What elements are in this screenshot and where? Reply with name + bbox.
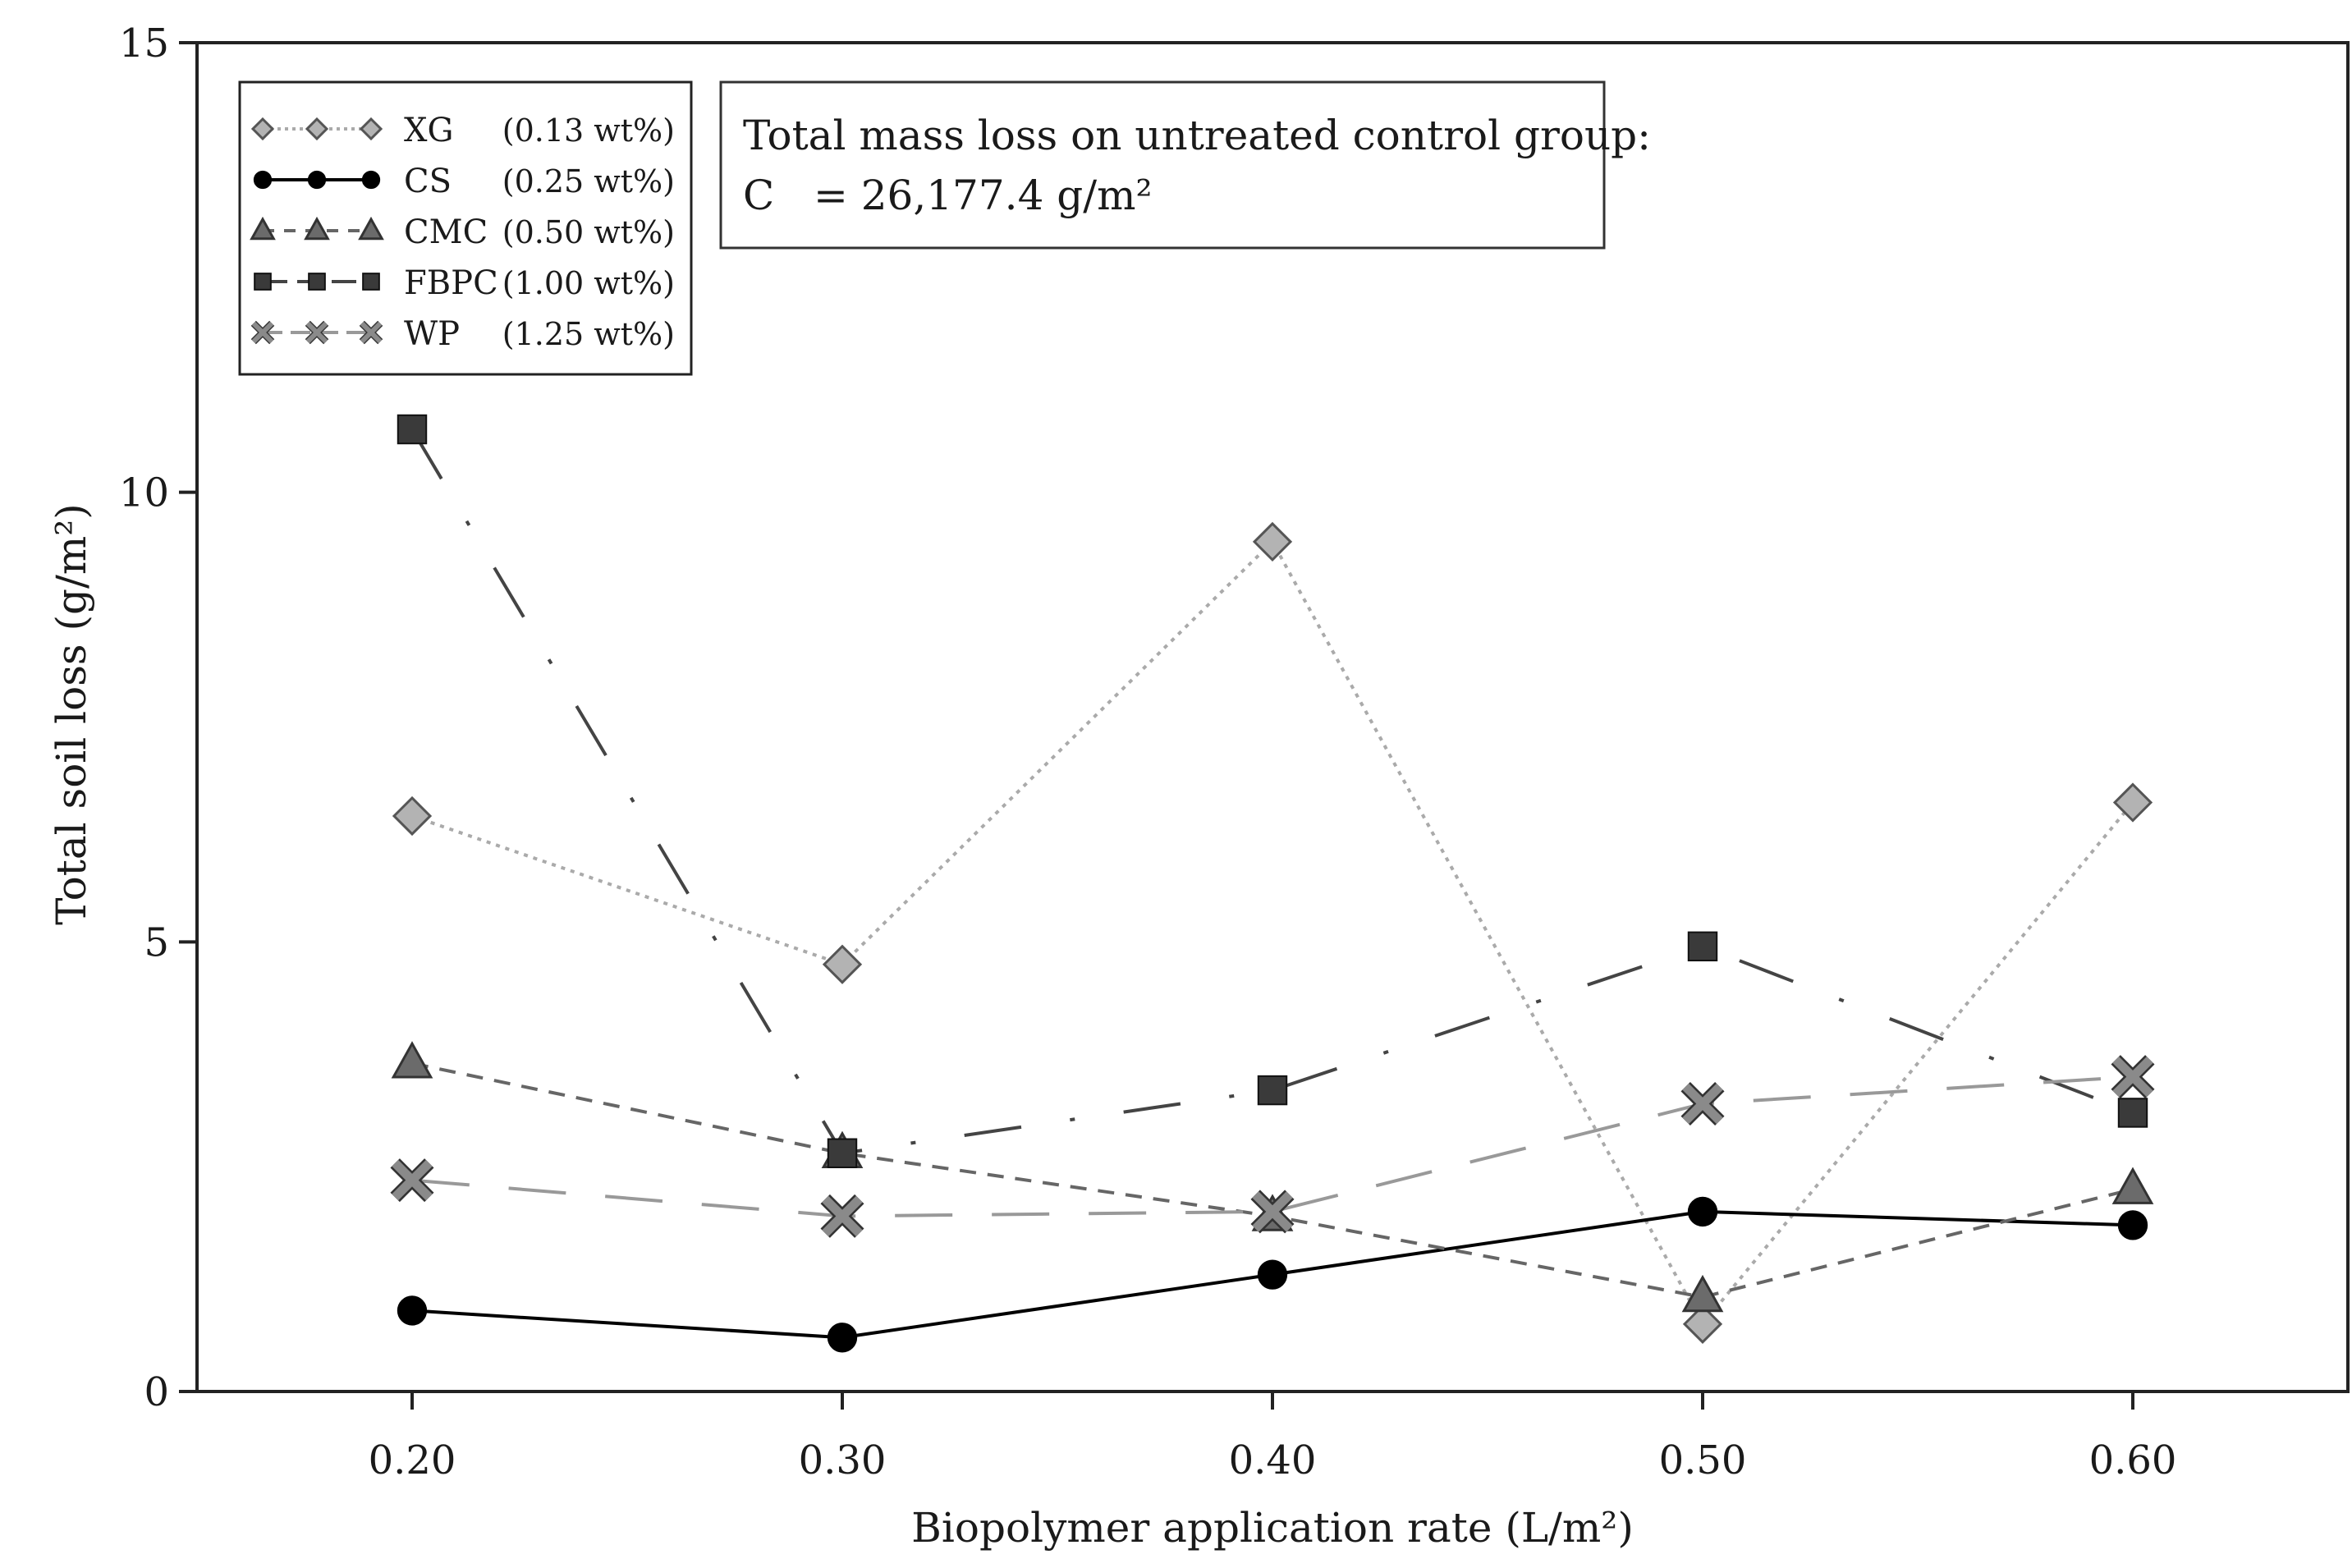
legend-label: CS [404,163,452,200]
annotation: Total mass loss on untreated control gro… [719,80,1651,250]
legend-concentration: (0.25 wt%) [502,163,675,199]
y-tick-label: 5 [144,919,169,965]
x-tick-label: 0.50 [1659,1437,1747,1483]
data-point-cs [397,1295,428,1326]
legend-marker [253,170,273,190]
annotation-box [719,80,1606,250]
legend-marker [307,170,327,190]
data-point-cmc [2111,1167,2154,1204]
legend-item-wp: WP (1.25 wt%) [250,315,675,353]
data-point-cmc [391,1041,433,1079]
legend-marker [358,216,384,241]
data-point-xg [1252,521,1293,562]
y-axis-label: Total soil loss (g/m²) [48,503,95,925]
x-tick-label: 0.30 [799,1437,887,1483]
legend-marker [361,170,381,190]
x-tick-label: 0.20 [369,1437,456,1483]
x-axis: 0.20 0.30 0.40 0.50 0.60 [369,1391,2177,1483]
y-tick-label: 15 [119,21,169,66]
data-point-fbpc [827,1138,858,1168]
x-axis-label: Biopolymer application rate (L/m²) [911,1504,1634,1552]
data-point-wp [390,1158,434,1203]
legend-marker [362,273,380,291]
legend-marker [250,216,276,241]
y-axis: 0 5 10 15 [119,21,197,1415]
data-point-xg [392,795,433,837]
data-point-wp [1680,1081,1725,1126]
legend-concentration: (0.13 wt%) [502,112,675,149]
legend-label: WP [404,315,460,353]
legend-label: FBPC [404,264,498,302]
x-tick-label: 0.60 [2089,1437,2177,1483]
legend-marker [359,320,383,345]
y-tick-label: 0 [144,1369,169,1415]
series-layer [390,414,2155,1353]
data-point-fbpc [1687,931,1718,962]
legend-marker [250,117,275,141]
legend-item-cs: CS (0.25 wt%) [253,163,675,200]
data-point-xg [1682,1304,1723,1344]
legend-item-xg: XG (0.13 wt%) [250,112,675,149]
legend-marker [308,273,326,291]
legend-item-fbpc: FBPC (1.00 wt%) [254,264,675,302]
legend-label: XG [404,112,453,149]
series-wp [390,1055,2155,1238]
data-point-xg [822,944,863,984]
legend-marker [304,216,330,241]
legend-marker [359,117,383,141]
annotation-line-1: Total mass loss on untreated control gro… [743,112,1651,159]
data-point-fbpc [2117,1098,2148,1128]
legend-label: CMC [404,213,488,251]
data-point-xg [2112,782,2153,823]
data-point-wp [2111,1055,2155,1099]
data-point-fbpc [1257,1075,1288,1106]
legend-marker [305,117,329,141]
legend-marker [250,320,275,345]
legend-marker [305,320,329,345]
data-point-cmc [1681,1274,1724,1313]
series-cs [397,1196,2148,1353]
legend-concentration: (1.25 wt%) [502,316,675,352]
data-point-fbpc [397,414,428,445]
data-point-cs [1257,1259,1288,1290]
legend: XG (0.13 wt%)CS (0.25 wt%)CMC (0.50 wt%)FBP… [238,80,693,376]
annotation-line-2: C = 26,177.4 g/m² [743,172,1153,219]
data-point-cs [2117,1210,2148,1240]
series-xg [392,521,2153,1344]
legend-item-cmc: CMC (0.50 wt%) [250,213,675,251]
data-point-wp [1250,1190,1295,1234]
legend-marker [254,273,272,291]
data-point-wp [820,1194,864,1238]
data-point-cs [827,1323,858,1353]
legend-concentration: (1.00 wt%) [502,265,675,301]
legend-concentration: (0.50 wt%) [502,214,675,250]
series-fbpc [397,414,2148,1168]
data-point-cs [1687,1196,1718,1227]
y-tick-label: 10 [119,470,169,516]
x-tick-label: 0.40 [1229,1437,1317,1483]
